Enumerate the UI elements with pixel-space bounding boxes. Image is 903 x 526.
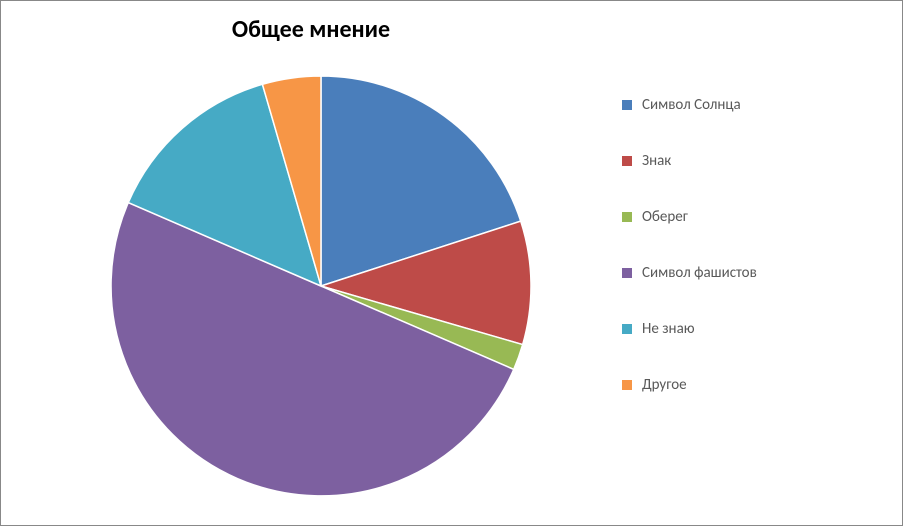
legend-label-5: Другое — [642, 376, 687, 394]
pie-svg — [61, 71, 581, 501]
legend-item-1: Знак — [622, 152, 862, 170]
legend-label-0: Символ Солнца — [642, 96, 741, 114]
legend-label-4: Не знаю — [642, 320, 695, 338]
legend-item-2: Оберег — [622, 208, 862, 226]
legend-swatch-3 — [622, 268, 632, 278]
legend-item-0: Символ Солнца — [622, 96, 862, 114]
chart-container: Общее мнение Символ СолнцаЗнакОберегСимв… — [0, 0, 903, 526]
legend-item-5: Другое — [622, 376, 862, 394]
legend-item-3: Символ фашистов — [622, 264, 862, 282]
legend-label-3: Символ фашистов — [642, 264, 757, 282]
chart-title: Общее мнение — [1, 15, 621, 44]
legend-swatch-0 — [622, 100, 632, 110]
legend-swatch-2 — [622, 212, 632, 222]
legend-swatch-4 — [622, 324, 632, 334]
pie-plot-area — [61, 71, 581, 501]
chart-legend: Символ Солнца Знак Оберег Символ фашистов Не… — [622, 96, 862, 394]
legend-swatch-5 — [622, 380, 632, 390]
legend-swatch-1 — [622, 156, 632, 166]
legend-label-1: Знак — [642, 152, 671, 170]
legend-item-4: Не знаю — [622, 320, 862, 338]
legend-label-2: Оберег — [642, 208, 688, 226]
